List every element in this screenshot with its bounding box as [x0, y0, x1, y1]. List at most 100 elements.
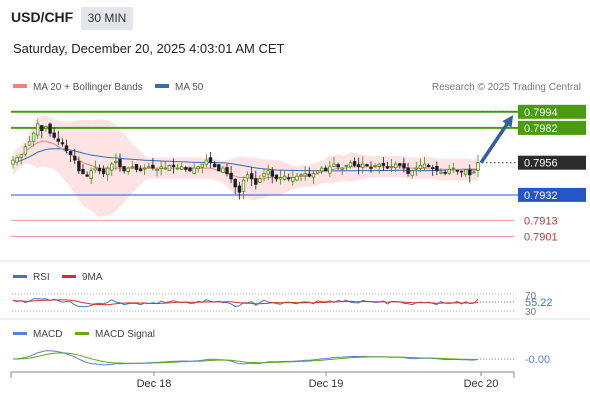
- candle-body: [64, 145, 69, 152]
- candle-body: [40, 125, 44, 131]
- candle-body: [81, 168, 85, 174]
- candle-body: [439, 171, 443, 174]
- candle-body: [299, 174, 303, 177]
- candle-body: [167, 164, 172, 171]
- candle-body: [278, 177, 283, 180]
- candle-body: [192, 167, 196, 174]
- candle-body: [171, 164, 176, 168]
- candle-body: [435, 165, 439, 172]
- candle-body: [476, 162, 480, 171]
- candle-body: [365, 164, 369, 167]
- candle-body: [328, 166, 332, 174]
- rsi-legend-label: RSI: [33, 272, 50, 283]
- candle-body: [348, 162, 353, 167]
- ma20-legend-swatch: [13, 84, 27, 88]
- forecast-arrow: [479, 115, 514, 164]
- candle-body: [19, 154, 23, 158]
- candle-body: [422, 163, 427, 169]
- x-tick-label-dec20: Dec 20: [464, 378, 499, 390]
- candle-body: [258, 178, 262, 183]
- candle-body: [85, 174, 89, 177]
- candle-body: [147, 166, 151, 169]
- candle-body: [122, 166, 126, 172]
- candle-body: [60, 142, 65, 145]
- candle-body: [270, 170, 274, 177]
- candle-body: [426, 164, 431, 168]
- level-label-0.7901: 0.7901: [524, 232, 558, 244]
- macd-value-label: -0.00: [525, 354, 550, 366]
- x-tick-label-dec19: Dec 19: [309, 378, 344, 390]
- ma50-legend-label: MA 50: [175, 82, 204, 93]
- candle-body: [398, 163, 402, 166]
- x-axis: Dec 18 Dec 19 Dec 20: [10, 371, 515, 390]
- candle-body: [381, 162, 386, 166]
- candle-body: [15, 156, 19, 163]
- candle-body: [106, 167, 110, 176]
- current-price-badge: 0.7956: [518, 155, 586, 170]
- candle-body: [184, 167, 188, 170]
- candle-body: [142, 167, 147, 170]
- candle-body: [237, 185, 242, 193]
- candle-body: [311, 173, 316, 178]
- candle-body: [414, 167, 418, 170]
- candle-body: [229, 172, 233, 180]
- candle-body: [286, 177, 291, 180]
- candle-body: [101, 168, 106, 174]
- candle-body: [410, 170, 414, 177]
- rsi-ma-line: [12, 299, 479, 306]
- candle-body: [196, 166, 200, 170]
- candle-body: [56, 138, 60, 142]
- candle-body: [159, 166, 163, 169]
- symbol-title: USD/CHF: [11, 9, 74, 25]
- candle-body: [52, 132, 56, 138]
- timeframe-button[interactable]: 30 MIN: [81, 7, 133, 30]
- candle-body: [315, 170, 320, 174]
- candle-body: [373, 164, 377, 167]
- candlesticks: [11, 119, 480, 200]
- rsi-legend-swatch: [13, 275, 27, 278]
- chart-datetime: Saturday, December 20, 2025 4:03:01 AM C…: [13, 41, 285, 56]
- candle-body: [274, 174, 279, 180]
- candle-body: [110, 163, 114, 171]
- candle-body: [472, 171, 476, 174]
- macd-legend-label: MACD: [33, 329, 62, 340]
- candle-body: [463, 168, 468, 175]
- candle-body: [241, 179, 246, 192]
- current-price-label: 0.7956: [524, 158, 558, 170]
- candle-body: [468, 169, 472, 176]
- candle-body: [303, 173, 307, 177]
- level-label-box-0.7994: [518, 104, 586, 119]
- candle-body: [151, 164, 155, 169]
- macd-signal-legend-label: MACD Signal: [95, 329, 155, 340]
- candle-body: [402, 163, 406, 169]
- candle-body: [114, 160, 118, 163]
- candle-body: [118, 159, 122, 168]
- macd-signal-legend-swatch: [75, 332, 89, 335]
- x-tick-label-dec18: Dec 18: [137, 378, 172, 390]
- candle-body: [319, 167, 324, 172]
- level-label-box-0.7932: [518, 187, 586, 202]
- rsi-ma-legend-swatch: [62, 275, 76, 278]
- level-label-0.7982: 0.7982: [524, 123, 558, 135]
- candle-body: [221, 167, 225, 173]
- candle-body: [188, 167, 192, 172]
- candle-body: [336, 164, 340, 168]
- candle-body: [324, 167, 328, 172]
- candle-body: [245, 174, 250, 179]
- candle-body: [138, 168, 143, 172]
- candle-body: [36, 123, 40, 136]
- candle-body: [233, 178, 237, 188]
- candle-body: [134, 163, 139, 170]
- ma20-line: [12, 140, 479, 180]
- credit-text: Research © 2025 Trading Central: [432, 82, 581, 93]
- candle-body: [266, 170, 270, 175]
- candle-body: [175, 167, 180, 170]
- level-label-box-0.7982: [518, 120, 586, 135]
- candle-body: [282, 175, 287, 180]
- candle-body: [155, 168, 159, 171]
- candle-body: [443, 171, 447, 174]
- candle-body: [23, 146, 28, 155]
- candle-body: [418, 164, 423, 169]
- candle-body: [89, 170, 93, 180]
